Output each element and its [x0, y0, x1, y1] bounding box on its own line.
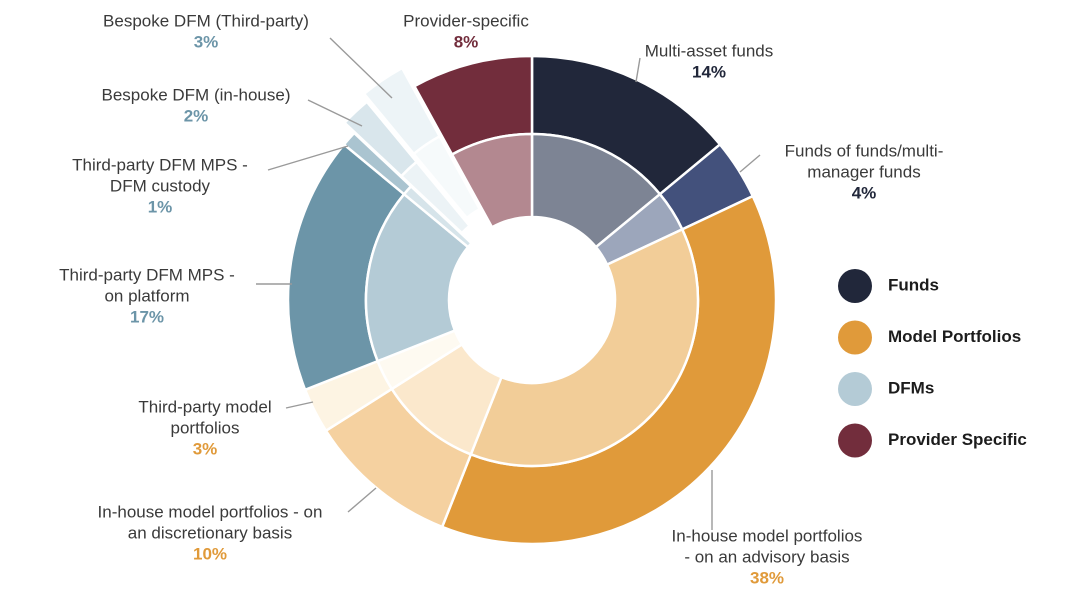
leader-line-in-house-model-portfolios-on-an-discretionary-basis	[347, 487, 377, 513]
slice-value-third-party-dfm-mps-on-platform: 17%	[130, 307, 164, 326]
leader-line-bespoke-dfm-in-house	[307, 99, 363, 127]
slice-label-multi-asset-funds: Multi-asset funds	[645, 41, 774, 60]
slice-value-multi-asset-funds: 14%	[692, 62, 726, 81]
legend-swatch-dfms	[838, 372, 872, 406]
slice-label-in-house-model-portfolios-on-an-discretionary-basis: In-house model portfolios - on	[98, 502, 323, 521]
legend-label-funds: Funds	[888, 275, 939, 294]
leader-line-funds-of-funds-multi-manager-funds	[739, 154, 761, 173]
slice-label-funds-of-funds-multi-manager-funds: manager funds	[807, 162, 920, 181]
legend-item-funds: Funds	[838, 269, 939, 303]
legend-item-provider-specific: Provider Specific	[838, 423, 1027, 458]
leader-line-third-party-model-portfolios	[285, 401, 314, 409]
slice-value-third-party-dfm-mps-dfm-custody: 1%	[148, 197, 173, 216]
legend-label-model-portfolios: Model Portfolios	[888, 327, 1021, 346]
leader-line-bespoke-dfm-third-party	[329, 37, 393, 99]
legend-swatch-funds	[838, 269, 872, 303]
slice-label-third-party-dfm-mps-dfm-custody: Third-party DFM MPS -	[72, 155, 248, 174]
legend-item-dfms: DFMs	[838, 372, 934, 406]
slice-label-third-party-dfm-mps-on-platform: Third-party DFM MPS -	[59, 265, 235, 284]
leader-lines	[256, 37, 761, 530]
slice-value-bespoke-dfm-in-house: 2%	[184, 106, 209, 125]
inner-slice-bespoke-dfm-in-house	[400, 160, 471, 235]
slice-value-provider-specific: 8%	[454, 32, 479, 51]
slice-label-bespoke-dfm-third-party: Bespoke DFM (Third-party)	[103, 11, 309, 30]
slice-value-in-house-model-portfolios-on-an-advisory-basis: 38%	[750, 568, 784, 587]
slice-value-bespoke-dfm-third-party: 3%	[194, 32, 219, 51]
slice-label-in-house-model-portfolios-on-an-discretionary-basis: an discretionary basis	[128, 523, 292, 542]
slices-layer	[286, 54, 778, 546]
legend-item-model-portfolios: Model Portfolios	[838, 320, 1021, 355]
slice-label-third-party-dfm-mps-on-platform: on platform	[104, 286, 189, 305]
slice-value-in-house-model-portfolios-on-an-discretionary-basis: 10%	[193, 544, 227, 563]
slice-label-bespoke-dfm-in-house: Bespoke DFM (in-house)	[102, 85, 291, 104]
inner-slice-in-house-model-portfolios-on-an-advisory-basis	[469, 228, 700, 468]
legend-swatch-provider-specific	[838, 423, 872, 458]
slice-label-third-party-model-portfolios: Third-party model	[138, 397, 271, 416]
slice-value-third-party-model-portfolios: 3%	[193, 439, 218, 458]
slice-label-provider-specific: Provider-specific	[403, 11, 529, 30]
slice-label-third-party-dfm-mps-dfm-custody: DFM custody	[110, 176, 211, 195]
slice-value-funds-of-funds-multi-manager-funds: 4%	[852, 183, 877, 202]
slice-label-third-party-model-portfolios: portfolios	[171, 418, 240, 437]
legend-label-provider-specific: Provider Specific	[888, 430, 1027, 449]
slice-label-in-house-model-portfolios-on-an-advisory-basis: In-house model portfolios	[672, 526, 863, 545]
slice-label-in-house-model-portfolios-on-an-advisory-basis: - on an advisory basis	[684, 547, 849, 566]
slice-label-funds-of-funds-multi-manager-funds: Funds of funds/multi-	[785, 141, 944, 160]
inner-slice-third-party-dfm-mps-on-platform	[364, 192, 470, 363]
leader-line-third-party-dfm-mps-dfm-custody	[267, 145, 349, 171]
legend: Funds Model Portfolios DFMs Provider Specif…	[838, 269, 1027, 458]
inner-slice-bespoke-dfm-third-party	[412, 135, 481, 220]
inner-slice-third-party-dfm-mps-dfm-custody	[402, 185, 473, 249]
legend-swatch-model-portfolios	[838, 320, 872, 355]
leader-line-multi-asset-funds	[635, 57, 641, 83]
legend-label-dfms: DFMs	[888, 378, 934, 397]
slice-labels: Multi-asset funds 14% Funds of funds/multi…	[59, 11, 943, 587]
inner-slice-provider-specific	[450, 132, 534, 229]
